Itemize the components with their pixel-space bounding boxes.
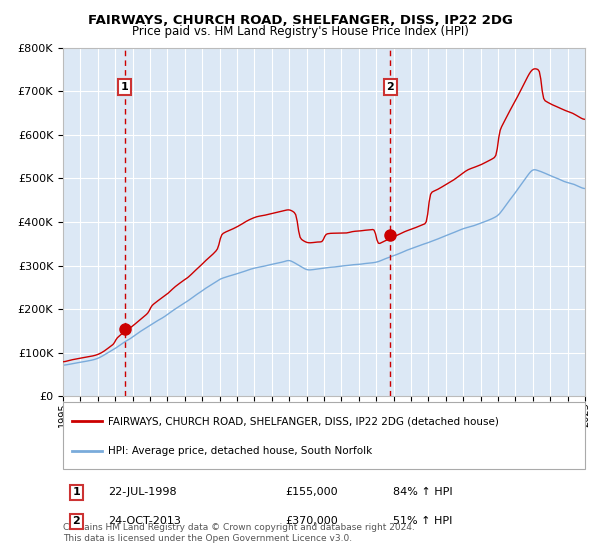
Text: HPI: Average price, detached house, South Norfolk: HPI: Average price, detached house, Sout… bbox=[108, 446, 372, 456]
Text: FAIRWAYS, CHURCH ROAD, SHELFANGER, DISS, IP22 2DG: FAIRWAYS, CHURCH ROAD, SHELFANGER, DISS,… bbox=[88, 14, 512, 27]
Text: 84% ↑ HPI: 84% ↑ HPI bbox=[393, 487, 452, 497]
Text: 2: 2 bbox=[73, 516, 80, 526]
Text: 1: 1 bbox=[121, 82, 128, 92]
Text: 22-JUL-1998: 22-JUL-1998 bbox=[108, 487, 176, 497]
Text: Contains HM Land Registry data © Crown copyright and database right 2024.
This d: Contains HM Land Registry data © Crown c… bbox=[63, 523, 415, 543]
Text: 2: 2 bbox=[386, 82, 394, 92]
Text: 51% ↑ HPI: 51% ↑ HPI bbox=[393, 516, 452, 526]
Text: £155,000: £155,000 bbox=[285, 487, 338, 497]
Text: 24-OCT-2013: 24-OCT-2013 bbox=[108, 516, 181, 526]
Text: 1: 1 bbox=[73, 487, 80, 497]
Text: Price paid vs. HM Land Registry's House Price Index (HPI): Price paid vs. HM Land Registry's House … bbox=[131, 25, 469, 38]
Text: £370,000: £370,000 bbox=[285, 516, 338, 526]
Text: FAIRWAYS, CHURCH ROAD, SHELFANGER, DISS, IP22 2DG (detached house): FAIRWAYS, CHURCH ROAD, SHELFANGER, DISS,… bbox=[108, 416, 499, 426]
